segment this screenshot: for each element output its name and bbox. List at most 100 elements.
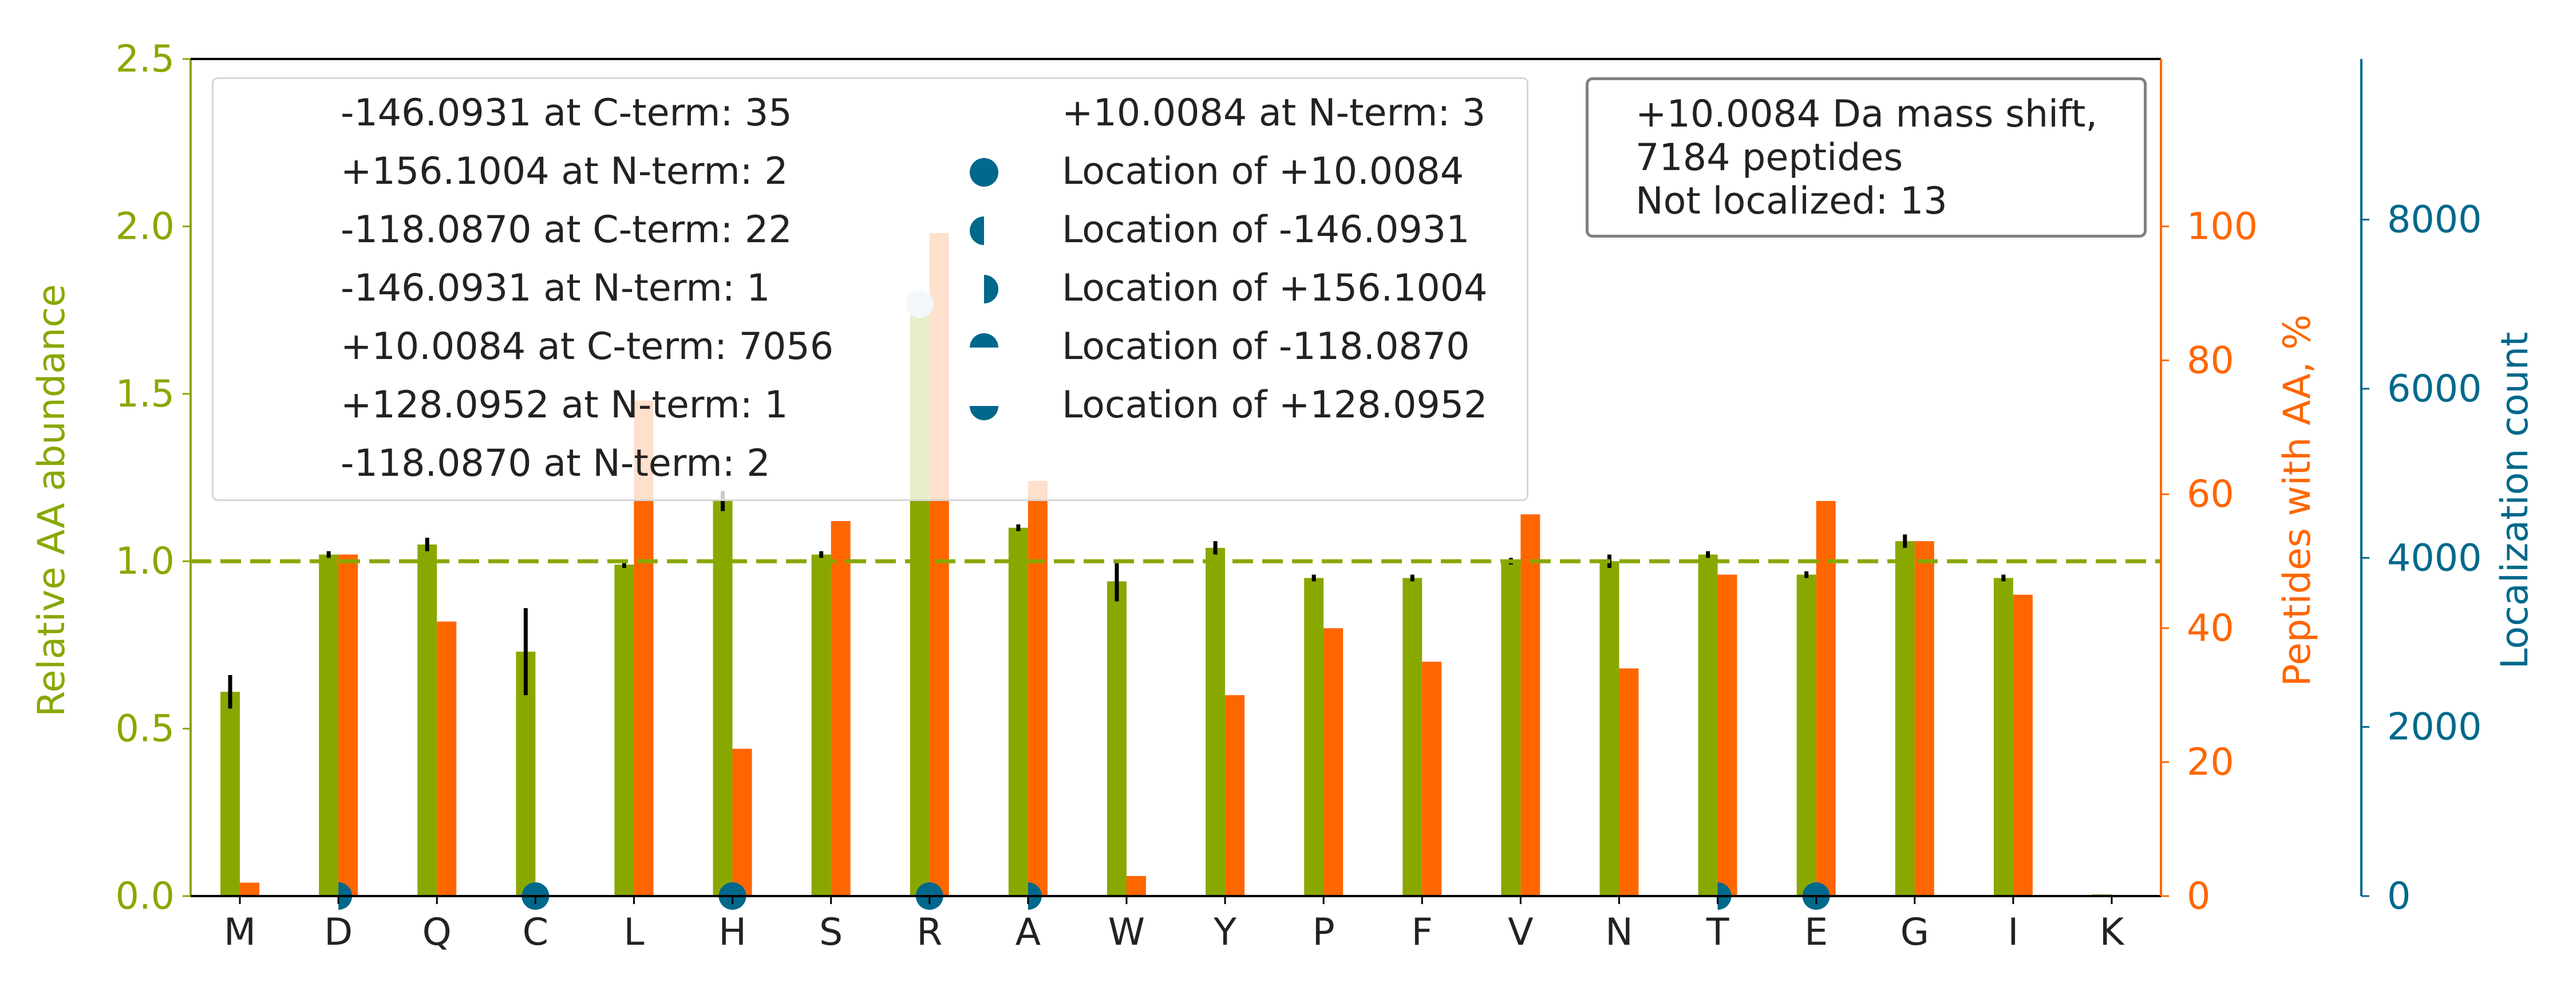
x-tick-label: V — [1508, 911, 1533, 954]
abundance-bar — [417, 544, 437, 896]
peptide-bar — [732, 748, 752, 896]
y-tick-label: 0 — [2187, 875, 2210, 918]
y-tick-label: 20 — [2187, 741, 2234, 784]
x-tick-label: P — [1313, 911, 1335, 954]
y-tick-label: 60 — [2187, 473, 2234, 516]
legend: -146.0931 at C-term: 35 +156.1004 at N-t… — [212, 77, 1528, 501]
legend-item: Location of -118.0870 — [1062, 325, 1470, 368]
x-tick-label: D — [324, 911, 353, 954]
right-half-circle-icon — [984, 275, 998, 303]
peptide-bar — [437, 621, 457, 896]
legend-item: Location of +10.0084 — [1062, 150, 1464, 193]
legend-item: Location of -146.0931 — [1062, 208, 1470, 251]
x-tick-label: K — [2100, 911, 2125, 954]
y-tick-label: 6000 — [2387, 368, 2482, 411]
legend-item: +156.1004 at N-term: 2 — [341, 150, 788, 193]
abundance-bar — [614, 565, 634, 896]
abundance-bar — [1796, 574, 1816, 896]
legend-item: Location of +128.0952 — [1062, 384, 1488, 427]
x-tick-label: E — [1804, 911, 1828, 954]
abundance-bar — [319, 554, 339, 896]
info-line: +10.0084 Da mass shift, — [1635, 93, 2098, 136]
peptide-bar — [338, 554, 358, 896]
left-half-circle-icon — [970, 216, 984, 245]
y-tick-label: 0.5 — [116, 708, 175, 751]
abundance-bar — [1107, 581, 1127, 896]
abundance-bar — [1993, 578, 2013, 896]
peptide-bar — [1520, 514, 1540, 896]
x-tick-label: G — [1901, 911, 1929, 954]
abundance-bar — [1402, 578, 1423, 896]
right-axis-label: Peptides with AA, % — [2276, 314, 2319, 687]
peptide-bar — [1028, 480, 1048, 896]
x-tick-label: I — [2008, 911, 2018, 954]
abundance-bar — [1206, 547, 1226, 896]
info-line: Not localized: 13 — [1635, 180, 1947, 223]
y-tick-label: 8000 — [2387, 199, 2482, 242]
abundance-bar — [1895, 541, 1915, 896]
legend-item: -118.0870 at N-term: 2 — [341, 442, 771, 485]
abundance-bar — [1008, 527, 1028, 896]
x-tick-label: H — [718, 911, 746, 954]
y-tick-label: 40 — [2187, 607, 2234, 650]
legend-item: -146.0931 at N-term: 1 — [341, 267, 771, 310]
right-axis-ticks: 0 20 40 60 80 100 — [2161, 205, 2258, 918]
peptide-bar — [1914, 541, 1934, 896]
abundance-bar — [220, 692, 240, 896]
legend-item: Location of +156.1004 — [1062, 267, 1488, 310]
x-tick-label: N — [1605, 911, 1633, 954]
x-tick-label: L — [623, 911, 644, 954]
x-tick-label: Y — [1213, 911, 1236, 954]
x-tick-label: R — [916, 911, 942, 954]
x-tick-label: A — [1016, 911, 1041, 954]
full-circle-icon — [970, 158, 998, 187]
y-tick-label: 2.0 — [116, 205, 175, 248]
peptide-bar — [1225, 695, 1245, 896]
peptide-bar — [1619, 668, 1639, 896]
legend-item: +128.0952 at N-term: 1 — [341, 384, 788, 427]
peptide-bar — [2013, 594, 2033, 896]
legend-item: +10.0084 at N-term: 3 — [1062, 92, 1486, 135]
peptide-bar — [1323, 628, 1344, 896]
left-axis-ticks: 0.0 0.5 1.0 1.5 2.0 2.5 — [116, 38, 191, 918]
top-half-circle-icon — [970, 333, 998, 348]
left-axis-label: Relative AA abundance — [30, 284, 73, 717]
peptide-bar — [831, 521, 851, 896]
peptide-bar — [1816, 500, 1836, 896]
peptide-bar — [240, 882, 260, 896]
abundance-bar — [1304, 578, 1324, 896]
x-tick-label: C — [523, 911, 548, 954]
y-tick-label: 1.0 — [116, 540, 175, 583]
abundance-bar — [713, 500, 733, 896]
abundance-bar — [1698, 554, 1718, 896]
x-tick-label: T — [1706, 911, 1729, 954]
y-tick-label: 2000 — [2387, 706, 2482, 749]
abundance-bar — [1501, 561, 1521, 896]
peptide-bar — [1422, 661, 1442, 896]
legend-item: +10.0084 at C-term: 7056 — [341, 325, 834, 368]
x-tick-label: Q — [422, 911, 452, 954]
bottom-half-circle-icon — [970, 406, 998, 420]
y-tick-label: 80 — [2187, 339, 2234, 382]
abundance-bar — [811, 554, 831, 896]
x-tick-label: F — [1412, 911, 1433, 954]
x-tick-label: W — [1108, 911, 1145, 954]
y-tick-label: 2.5 — [116, 38, 175, 81]
legend-item: -118.0870 at C-term: 22 — [341, 208, 792, 251]
y-tick-label: 0 — [2387, 875, 2411, 918]
info-line: 7184 peptides — [1635, 136, 1903, 179]
localization-axis-label: Localization count — [2494, 332, 2537, 669]
y-tick-label: 1.5 — [116, 373, 175, 416]
axes — [189, 58, 2362, 897]
peptide-percentage-bars — [240, 233, 2033, 897]
legend-item: -146.0931 at C-term: 35 — [341, 92, 792, 135]
y-tick-label: 4000 — [2387, 536, 2482, 579]
x-tick-label: S — [819, 911, 843, 954]
x-tick-label: M — [224, 911, 256, 954]
mass-shift-info-box: +10.0084 Da mass shift, 7184 peptides No… — [1586, 77, 2147, 238]
abundance-bars — [220, 297, 2112, 896]
y-tick-label: 100 — [2187, 205, 2258, 248]
localization-axis-ticks: 0 2000 4000 6000 8000 — [2361, 199, 2482, 918]
